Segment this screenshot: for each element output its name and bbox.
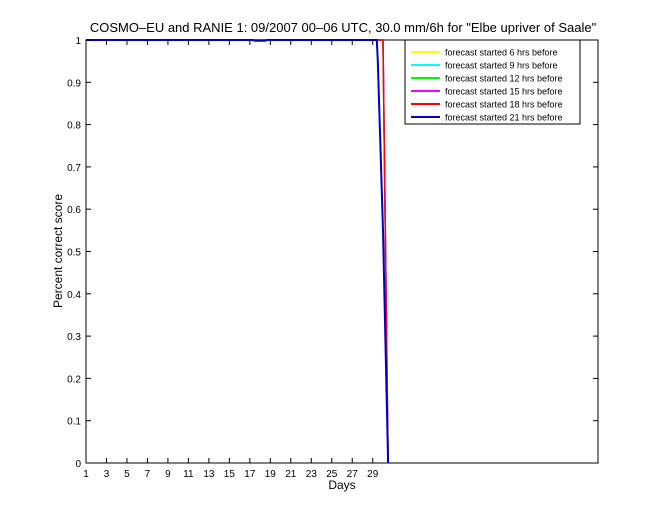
x-tick-label: 3 — [104, 469, 110, 480]
legend: forecast started 6 hrs before forecast st… — [404, 39, 581, 125]
x-tick-label: 21 — [285, 469, 297, 480]
x-tick-label: 13 — [203, 469, 215, 480]
legend-label-2: forecast started 9 hrs before — [445, 61, 558, 71]
x-tick-label: 29 — [367, 469, 379, 480]
legend-label-4: forecast started 15 hrs before — [445, 87, 563, 97]
x-tick-label: 15 — [224, 469, 236, 480]
y-tick-label: 0.4 — [67, 290, 81, 301]
y-tick-label: 0 — [75, 459, 81, 470]
y-tick-label: 0.5 — [67, 248, 81, 259]
x-tick-label: 9 — [165, 469, 171, 480]
y-tick-label: 0.8 — [67, 121, 81, 132]
y-tick-label: 0.3 — [67, 332, 81, 343]
chart-title: COSMO–EU and RANIE 1: 09/2007 00–06 UTC,… — [90, 20, 597, 35]
y-tick-label: 0.7 — [67, 163, 81, 174]
series-line-6 — [86, 39, 390, 464]
x-axis-label: Days — [328, 478, 355, 492]
x-tick-label: 19 — [265, 469, 277, 480]
x-tick-label: 5 — [124, 469, 130, 480]
x-tick-label: 27 — [347, 469, 359, 480]
legend-box — [404, 39, 581, 125]
y-tick-label: 0.9 — [67, 78, 81, 89]
y-tick-label: 0.1 — [67, 417, 81, 428]
y-tick-label: 0.2 — [67, 374, 81, 385]
x-axis: 1 3 5 7 9 11 13 15 17 19 21 23 25 27 29 — [83, 40, 379, 480]
x-tick-label: 25 — [326, 469, 338, 480]
y-tick-label: 1 — [75, 36, 81, 47]
x-tick-label: 1 — [83, 469, 89, 480]
y-axis: 0 0.1 0.2 0.3 0.4 0.5 0.6 0.7 0.8 0.9 1 — [67, 36, 598, 470]
series-layer — [86, 39, 390, 464]
x-tick-label: 23 — [306, 469, 318, 480]
legend-label-6: forecast started 21 hrs before — [445, 113, 563, 123]
x-tick-label: 17 — [244, 469, 256, 480]
legend-label-1: forecast started 6 hrs before — [445, 48, 558, 58]
x-tick-label: 11 — [183, 469, 194, 480]
x-tick-label: 7 — [145, 469, 151, 480]
legend-label-5: forecast started 18 hrs before — [445, 100, 563, 110]
y-axis-label: Percent correct score — [51, 194, 65, 308]
y-tick-label: 0.6 — [67, 205, 81, 216]
legend-items: forecast started 6 hrs before forecast st… — [411, 48, 563, 123]
legend-label-3: forecast started 12 hrs before — [445, 74, 563, 84]
